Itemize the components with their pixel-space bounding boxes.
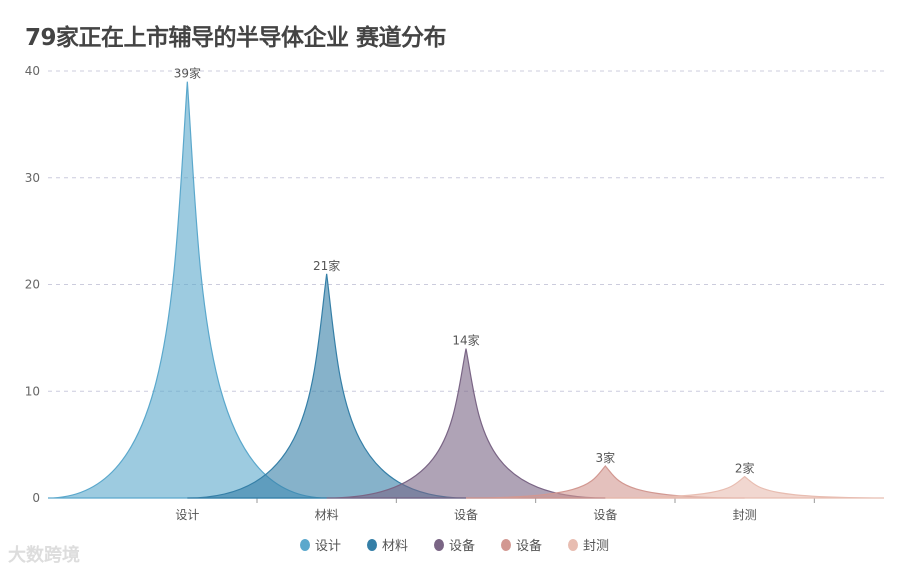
data-label: 39家 — [174, 66, 201, 81]
legend-item[interactable]: 封测 — [568, 539, 609, 554]
legend-label: 材料 — [382, 539, 408, 554]
bar-spike[interactable] — [187, 273, 467, 499]
y-tick-label: 30 — [25, 171, 40, 185]
y-tick-label: 20 — [25, 278, 40, 292]
chart-title: 79家正在上市辅导的半导体企业 赛道分布 — [25, 25, 447, 51]
bar-spike[interactable] — [465, 465, 745, 499]
legend-label: 设计 — [315, 539, 341, 554]
y-tick-label: 0 — [32, 491, 40, 505]
legend-item[interactable]: 材料 — [367, 539, 408, 554]
data-label: 21家 — [313, 258, 340, 273]
legend-item[interactable]: 设备 — [434, 538, 475, 554]
data-label: 14家 — [452, 333, 479, 348]
x-tick-label: 封测 — [733, 508, 757, 522]
legend-marker — [568, 539, 578, 551]
legend-label: 设备 — [449, 538, 475, 554]
legend-item[interactable]: 设计 — [300, 539, 341, 554]
bar-spike[interactable] — [605, 475, 885, 499]
legend-label: 封测 — [583, 539, 609, 554]
legend-marker — [501, 539, 511, 551]
legend-item[interactable]: 设备 — [501, 538, 542, 554]
x-tick-label: 设计 — [175, 508, 199, 522]
bar-spike[interactable] — [47, 81, 327, 499]
data-label: 3家 — [596, 450, 616, 465]
y-tick-label: 10 — [25, 384, 40, 398]
watermark: 大数跨境 — [8, 545, 80, 566]
legend-marker — [300, 539, 310, 551]
y-tick-label: 40 — [25, 64, 40, 78]
x-tick-label: 设备 — [454, 508, 478, 522]
legend-marker — [367, 539, 377, 551]
legend-marker — [434, 539, 444, 551]
legend-label: 设备 — [516, 538, 542, 554]
x-tick-label: 材料 — [315, 508, 339, 522]
x-tick-label: 设备 — [593, 508, 617, 522]
data-label: 2家 — [735, 461, 755, 476]
bar-spike[interactable] — [326, 348, 606, 499]
